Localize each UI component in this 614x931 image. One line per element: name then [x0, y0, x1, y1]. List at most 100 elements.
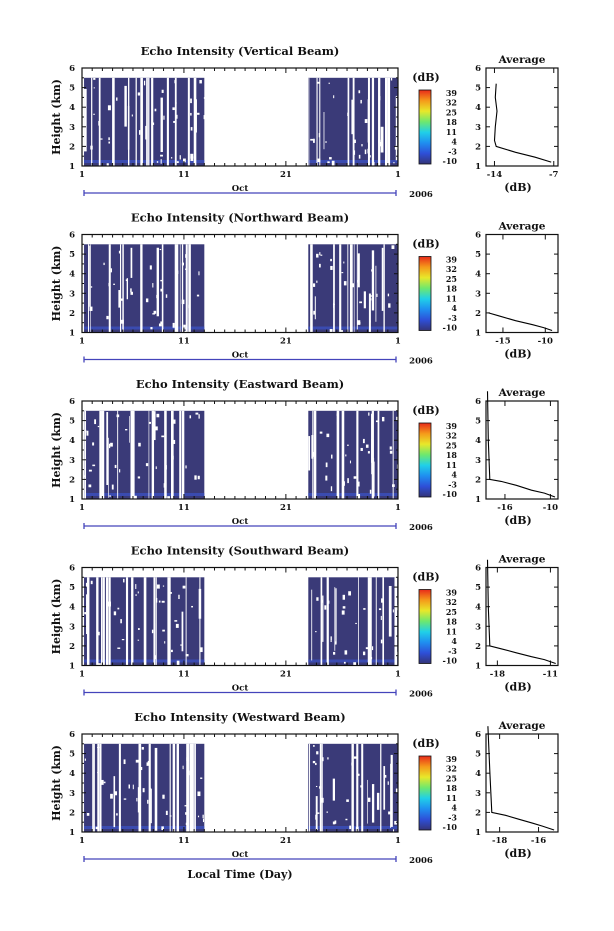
heatmap-low-band	[84, 826, 205, 829]
data-gap	[118, 290, 121, 308]
colorbar-tick-label: -3	[448, 812, 457, 822]
year-label: 2006	[409, 690, 433, 700]
data-gap	[119, 244, 122, 333]
data-gap	[375, 265, 377, 322]
data-speck	[183, 324, 186, 330]
data-gap	[377, 410, 380, 499]
y-tick-label: 2	[69, 142, 75, 152]
avg-y-tick-label: 6	[475, 397, 481, 407]
data-speck	[85, 429, 87, 433]
data-speck	[165, 294, 168, 298]
data-speck	[194, 475, 197, 480]
data-gap	[86, 577, 90, 666]
data-gap	[166, 77, 169, 166]
data-speck	[156, 161, 159, 163]
data-speck	[90, 580, 93, 585]
data-speck	[331, 160, 335, 166]
colorbar-tick-label: 39	[446, 421, 458, 431]
colorbar-tick-label: -10	[443, 489, 458, 499]
data-speck	[359, 301, 363, 304]
data-gap	[368, 293, 371, 333]
colorbar-tick-label: -10	[443, 323, 458, 333]
data-speck	[182, 585, 186, 589]
y-tick-label: 6	[69, 730, 75, 740]
data-gap	[367, 577, 371, 666]
y-tick-label: 3	[69, 622, 75, 632]
data-speck	[388, 303, 391, 308]
data-speck	[114, 464, 117, 468]
data-speck	[330, 265, 333, 270]
data-gap	[148, 77, 150, 166]
data-speck	[353, 150, 356, 155]
avg-x-tick-label: -16	[531, 836, 546, 846]
data-speck	[162, 794, 165, 799]
data-gap	[336, 410, 339, 499]
data-gap	[335, 588, 337, 644]
colorbar-tick-label: 4	[451, 137, 457, 147]
data-speck	[380, 639, 383, 644]
y-axis-label: Height (km)	[50, 579, 63, 655]
data-gap	[160, 97, 163, 153]
data-speck	[110, 268, 112, 273]
data-speck	[336, 413, 339, 416]
average-profile-line	[493, 83, 552, 163]
data-speck	[173, 120, 176, 123]
data-speck	[391, 484, 395, 487]
heatmap-block	[308, 410, 398, 499]
data-speck	[321, 797, 324, 803]
data-speck	[325, 141, 327, 143]
data-speck	[365, 647, 369, 650]
data-speck	[362, 651, 366, 656]
data-speck	[332, 821, 336, 825]
colorbar-tick-label: -10	[443, 156, 458, 166]
data-speck	[94, 419, 97, 425]
year-label: 2006	[409, 190, 433, 200]
data-speck	[326, 811, 328, 813]
data-speck	[327, 161, 330, 164]
data-speck	[349, 825, 352, 830]
colorbar-tick-label: 4	[451, 303, 457, 313]
data-speck	[137, 92, 141, 96]
data-speck	[145, 298, 149, 303]
data-speck	[369, 489, 372, 494]
data-gap	[156, 247, 159, 317]
data-gap	[349, 244, 353, 333]
colorbar-tick-label: 32	[446, 98, 457, 108]
data-speck	[315, 785, 318, 788]
data-gap	[195, 99, 197, 133]
avg-x-tick-label: -10	[538, 337, 553, 347]
data-gap	[383, 244, 385, 333]
data-speck	[149, 265, 152, 270]
y-axis-label: Height (km)	[50, 246, 63, 322]
x-tick-label: 1	[79, 670, 85, 680]
panel-title: Echo Intensity (Vertical Beam)	[141, 44, 340, 58]
data-gap	[90, 244, 91, 333]
data-speck	[138, 442, 141, 447]
data-speck	[329, 329, 333, 333]
data-speck	[161, 600, 165, 603]
data-speck	[113, 611, 117, 616]
data-gap	[155, 577, 157, 666]
data-gap	[164, 410, 167, 499]
panel-0: Echo Intensity (Vertical Beam) 1 2 3 4 5 6 Heig…	[50, 44, 559, 200]
data-speck	[384, 774, 387, 778]
month-label: Oct	[232, 850, 249, 860]
data-speck	[99, 138, 103, 140]
data-gap	[91, 77, 93, 166]
data-speck	[378, 139, 381, 144]
data-speck	[345, 454, 347, 457]
data-speck	[190, 153, 194, 159]
data-speck	[327, 757, 329, 760]
data-gap	[392, 410, 394, 499]
data-speck	[390, 77, 393, 81]
data-speck	[147, 760, 151, 766]
colorbar-tick-label: 11	[446, 793, 457, 803]
colorbar-tick-label: 39	[446, 88, 458, 98]
data-gap	[169, 743, 171, 832]
colorbar-tick-label: 4	[451, 636, 457, 646]
data-gap	[378, 77, 381, 166]
data-gap	[351, 743, 354, 832]
data-gap	[84, 88, 87, 152]
data-gap	[383, 766, 386, 810]
data-speck	[190, 156, 194, 161]
